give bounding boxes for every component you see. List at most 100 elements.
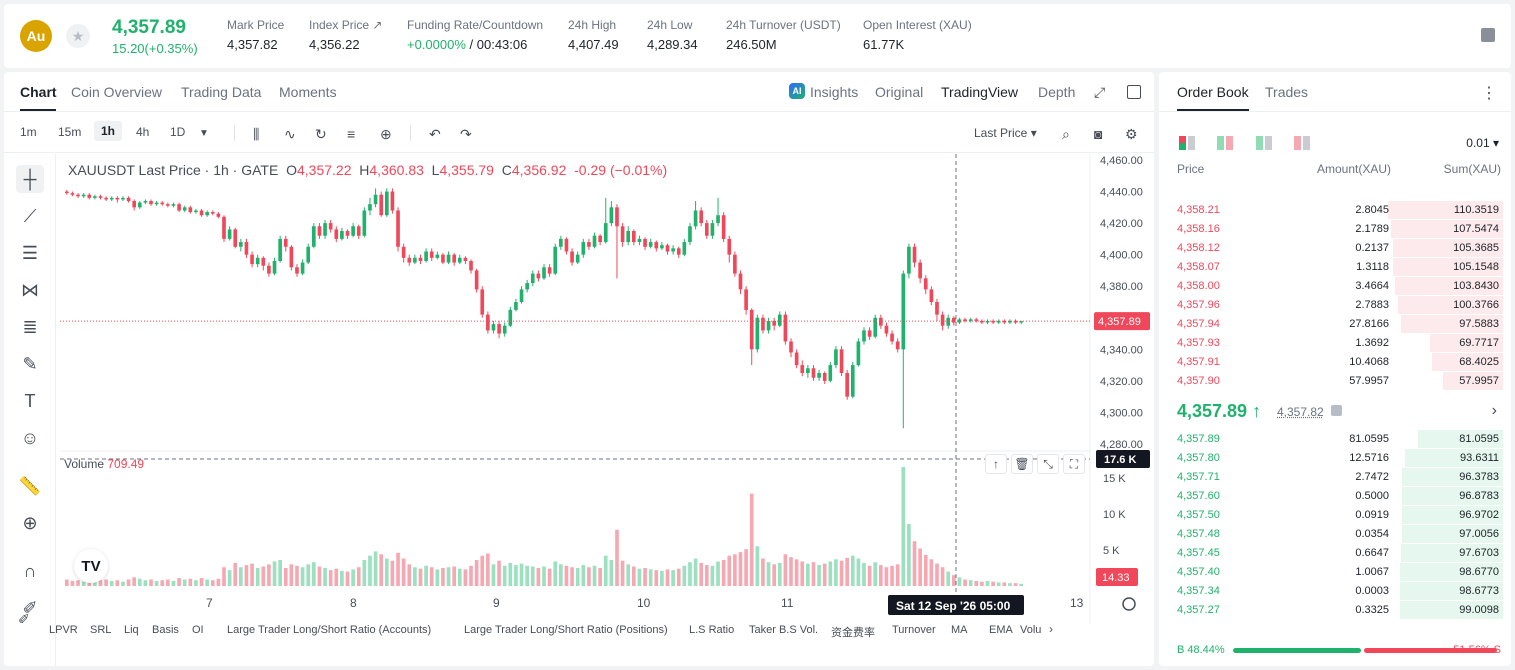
- pattern-icon[interactable]: ⋈: [21, 279, 39, 300]
- indicator-tab[interactable]: Taker B.S Vol.: [749, 624, 819, 636]
- compare-icon[interactable]: ↻: [315, 126, 327, 142]
- bid-row[interactable]: 4,357.40 1.0067 98.6770: [1159, 562, 1511, 581]
- bid-row[interactable]: 4,357.89 81.0595 81.0595: [1159, 429, 1511, 448]
- ask-row[interactable]: 4,357.96 2.7883 100.3766: [1159, 295, 1511, 314]
- volume-bar: [856, 558, 861, 586]
- view-tradingview[interactable]: TradingView: [941, 84, 1019, 100]
- candle-type-icon[interactable]: ⫼: [253, 126, 260, 142]
- timeframe-1d[interactable]: 1D: [170, 125, 186, 139]
- bid-row[interactable]: 4,357.60 0.5000 96.8783: [1159, 486, 1511, 505]
- indicator-tab[interactable]: Large Trader Long/Short Ratio (Accounts): [227, 624, 432, 636]
- bid-row[interactable]: 4,357.34 0.0003 98.6773: [1159, 581, 1511, 600]
- indicator-tab[interactable]: 资金费率: [831, 627, 875, 639]
- candlestick-chart-svg[interactable]: 4,460.00 4,440.00 4,420.00 4,400.00 4,380.00…: [60, 154, 1150, 624]
- bid-row[interactable]: 4,357.80 12.5716 93.6311: [1159, 448, 1511, 467]
- camera-icon[interactable]: ◙: [1094, 126, 1103, 142]
- view-insights[interactable]: Insights: [810, 84, 859, 100]
- indicator-tab[interactable]: Volu: [1020, 624, 1042, 636]
- indicator-tab[interactable]: Basis: [152, 624, 179, 636]
- more-menu-icon[interactable]: ⋮: [1481, 85, 1497, 102]
- layout-asks-icon[interactable]: [1294, 136, 1311, 150]
- active-tab-underline: [20, 109, 56, 111]
- volume-bar: [384, 558, 389, 586]
- undo-icon[interactable]: ↶: [429, 126, 441, 142]
- tradingview-logo[interactable]: TV: [74, 549, 108, 583]
- candle-body: [323, 223, 327, 236]
- ask-row[interactable]: 4,358.07 1.3118 105.1548: [1159, 257, 1511, 276]
- ask-row[interactable]: 4,357.93 1.3692 69.7717: [1159, 333, 1511, 352]
- indicator-tab[interactable]: SRL: [90, 624, 112, 636]
- ruler-icon[interactable]: 📏: [18, 475, 42, 496]
- emoji-icon[interactable]: ☺: [20, 427, 40, 448]
- volume-bar: [1002, 582, 1007, 586]
- indicator-tab[interactable]: L.S Ratio: [689, 624, 735, 636]
- fib-icon[interactable]: ≣: [22, 316, 38, 337]
- layout-both-icon[interactable]: [1179, 136, 1195, 150]
- bid-row[interactable]: 4,357.27 0.3325 99.0098: [1159, 600, 1511, 619]
- view-original[interactable]: Original: [875, 84, 924, 100]
- delete-icon[interactable]: 🗑: [1011, 454, 1033, 474]
- ask-row[interactable]: 4,358.16 2.1789 107.5474: [1159, 219, 1511, 238]
- tab-order-book[interactable]: Order Book: [1177, 84, 1249, 100]
- settings-list-icon[interactable]: ≡: [347, 126, 356, 142]
- timeframe-4h[interactable]: 4h: [136, 125, 150, 139]
- crosshair-icon[interactable]: ┼: [16, 165, 44, 193]
- info-book-icon[interactable]: [1481, 28, 1495, 42]
- timeframe-dropdown-icon[interactable]: ▼: [199, 128, 209, 139]
- favorite-star-icon[interactable]: ★: [66, 24, 90, 48]
- magnet-icon[interactable]: ∩: [23, 560, 37, 581]
- ask-row[interactable]: 4,357.91 10.4068 68.4025: [1159, 352, 1511, 371]
- bid-row[interactable]: 4,357.71 2.7472 96.3783: [1159, 467, 1511, 486]
- brush-icon[interactable]: ✎: [22, 353, 38, 374]
- indicator-tab[interactable]: OI: [192, 624, 204, 636]
- timeframe-1h[interactable]: 1h: [94, 121, 123, 141]
- indicator-tab[interactable]: Turnover: [892, 624, 936, 636]
- chart-pencil-icon[interactable]: ✐: [18, 611, 30, 627]
- chevron-right-icon[interactable]: ›: [1491, 402, 1497, 419]
- tab-trading-data[interactable]: Trading Data: [181, 84, 262, 100]
- indicators-scroll-right-icon[interactable]: ›: [1049, 622, 1053, 636]
- indicator-tab[interactable]: Liq: [124, 624, 139, 636]
- tab-chart[interactable]: Chart: [20, 84, 57, 100]
- ask-row[interactable]: 4,358.12 0.2137 105.3685: [1159, 238, 1511, 257]
- timeframe-1m[interactable]: 1m: [20, 125, 37, 139]
- price-chart[interactable]: 4,460.00 4,440.00 4,420.00 4,400.00 4,380.00…: [60, 154, 1150, 624]
- pencil-lock-icon[interactable]: ✐: [22, 597, 38, 618]
- indicator-tab[interactable]: LPVR: [49, 624, 78, 636]
- bid-row[interactable]: 4,357.48 0.0354 97.0056: [1159, 524, 1511, 543]
- gear-icon[interactable]: ⚙: [1125, 126, 1138, 142]
- move-up-icon[interactable]: ↑: [985, 454, 1007, 474]
- price-source-select[interactable]: Last Price ▾: [974, 126, 1037, 140]
- indicator-tab[interactable]: Large Trader Long/Short Ratio (Positions…: [464, 624, 668, 636]
- layout-split-icon[interactable]: [1217, 136, 1234, 150]
- maximize-pane-icon[interactable]: ⛶: [1063, 454, 1085, 474]
- tab-coin-overview[interactable]: Coin Overview: [71, 84, 163, 100]
- redo-icon[interactable]: ↷: [460, 126, 472, 142]
- ask-sum: 110.3519: [1453, 204, 1499, 216]
- tab-trades[interactable]: Trades: [1265, 84, 1309, 100]
- indicators-icon[interactable]: ∿: [284, 126, 296, 142]
- expand-icon[interactable]: ⤢: [1094, 84, 1106, 100]
- layout-bids-icon[interactable]: [1255, 136, 1272, 150]
- zoom-in-icon[interactable]: ⊕: [22, 512, 38, 533]
- tab-moments[interactable]: Moments: [279, 84, 337, 100]
- bid-row[interactable]: 4,357.45 0.6647 97.6703: [1159, 543, 1511, 562]
- timeframe-15m[interactable]: 15m: [58, 125, 82, 139]
- ask-row[interactable]: 4,357.90 57.9957 57.9957: [1159, 371, 1511, 390]
- ask-row[interactable]: 4,357.94 27.8166 97.5883: [1159, 314, 1511, 333]
- horizontal-lines-icon[interactable]: ☰: [21, 242, 39, 263]
- trend-line-icon[interactable]: ⟋: [23, 205, 37, 226]
- indicator-tab[interactable]: EMA: [989, 624, 1013, 636]
- collapse-icon[interactable]: ⤡: [1037, 454, 1059, 474]
- bid-row[interactable]: 4,357.50 0.0919 96.9702: [1159, 505, 1511, 524]
- tick-size-select[interactable]: 0.01 ▾: [1466, 136, 1499, 150]
- stat-index-price[interactable]: Index Price ↗ 4,356.22: [309, 18, 383, 52]
- indicator-tab[interactable]: MA: [951, 624, 968, 636]
- add-alert-icon[interactable]: ⊕: [380, 126, 392, 142]
- text-icon[interactable]: T: [24, 390, 36, 411]
- view-depth[interactable]: Depth: [1038, 84, 1076, 100]
- search-icon[interactable]: ⌕: [1062, 126, 1070, 142]
- fullscreen-icon[interactable]: [1127, 85, 1141, 99]
- ask-row[interactable]: 4,358.21 2.8045 110.3519: [1159, 200, 1511, 219]
- ask-row[interactable]: 4,358.00 3.4664 103.8430: [1159, 276, 1511, 295]
